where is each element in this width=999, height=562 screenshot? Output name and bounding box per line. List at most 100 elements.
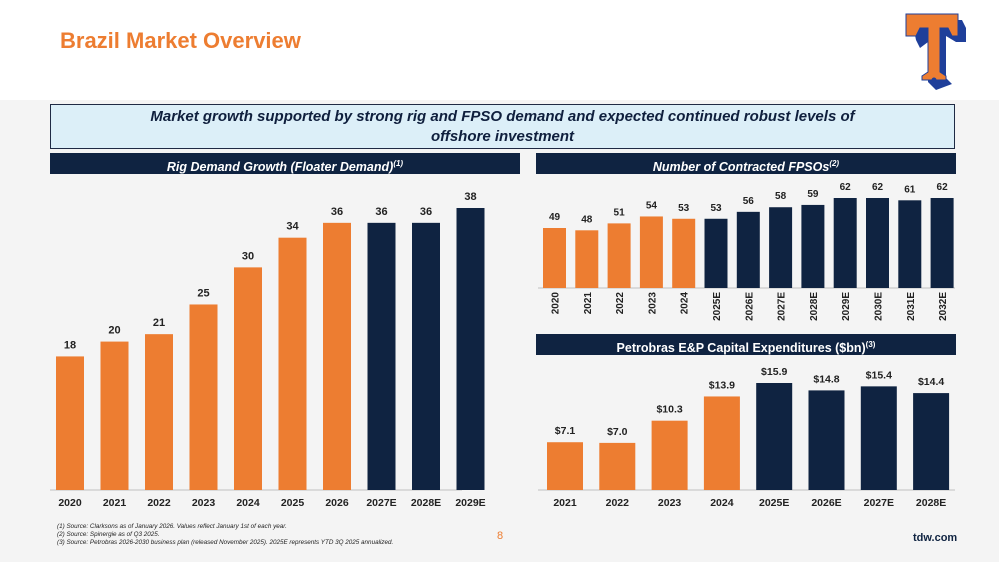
bar [672, 218, 696, 288]
data-label: 38 [464, 191, 476, 203]
data-label: 56 [743, 196, 755, 207]
key-message-banner: Market growth supported by strong rig an… [50, 104, 955, 149]
data-label: $10.3 [656, 404, 682, 416]
footnotes: (1) Source: Clarksons as of January 2026… [57, 523, 393, 547]
data-label: $13.9 [709, 379, 735, 391]
data-label: 20 [108, 325, 120, 337]
x-tick-label: 2023 [647, 292, 658, 315]
bar [145, 334, 173, 490]
bar [599, 442, 636, 490]
bar [801, 204, 825, 288]
x-tick-label: 2027E [777, 292, 788, 321]
bar [930, 198, 954, 288]
bar [651, 420, 688, 490]
x-tick-label: 2022 [606, 497, 630, 509]
bar [898, 200, 922, 288]
x-tick-label: 2023 [192, 497, 216, 509]
footnote-ref: (1) [393, 159, 404, 168]
banner-line-1: Market growth supported by strong rig an… [150, 108, 855, 125]
x-tick-label: 2023 [658, 497, 682, 509]
fpso-header: Number of Contracted FPSOs(2) [536, 153, 956, 174]
data-label: 62 [937, 182, 949, 193]
bar [367, 222, 396, 490]
fpso-title: Number of Contracted FPSOs [652, 160, 830, 175]
bar [639, 216, 663, 288]
data-label: $14.4 [918, 376, 944, 388]
bar [769, 207, 793, 288]
bar [833, 198, 857, 288]
bar [456, 208, 485, 490]
data-label: 61 [904, 184, 916, 195]
x-tick-label: 2032E [938, 292, 949, 321]
data-label: 30 [242, 250, 254, 262]
rig-demand-header: Rig Demand Growth (Floater Demand)(1) [50, 153, 520, 174]
bar [913, 393, 950, 490]
data-label: $15.4 [866, 369, 892, 381]
bar [575, 230, 599, 288]
data-label: 62 [872, 182, 884, 193]
data-label: 53 [678, 203, 690, 214]
bar [278, 237, 307, 490]
bar [607, 223, 631, 288]
x-tick-label: 2024 [680, 292, 691, 315]
capex-header: Petrobras E&P Capital Expenditures ($bn)… [536, 334, 956, 355]
data-label: $7.1 [555, 425, 576, 437]
x-tick-label: 2027E [864, 497, 894, 509]
data-label: 49 [549, 212, 561, 223]
x-tick-label: 2030E [874, 292, 885, 321]
bar [543, 228, 566, 288]
data-label: 51 [614, 207, 626, 218]
bar [100, 341, 129, 490]
data-label: $15.9 [761, 366, 787, 378]
data-label: 21 [153, 317, 165, 329]
data-label: 18 [64, 339, 76, 351]
bar [808, 390, 845, 490]
x-tick-label: 2022 [147, 497, 171, 509]
x-tick-label: 2028E [916, 497, 946, 509]
bar [234, 267, 262, 490]
x-tick-label: 2021 [103, 497, 127, 509]
x-tick-label: 2028E [411, 497, 441, 509]
bar [703, 396, 740, 490]
data-label: 59 [807, 189, 819, 200]
data-label: 58 [775, 191, 787, 202]
data-label: 54 [646, 200, 658, 211]
bar [547, 442, 583, 490]
x-tick-label: 2025 [281, 497, 305, 509]
footnote-3: (3) Source: Petrobras 2026-2030 business… [57, 539, 394, 546]
x-tick-label: 2026E [744, 292, 755, 321]
x-tick-label: 2029E [841, 292, 852, 321]
data-label: 25 [197, 287, 209, 299]
x-tick-label: 2022 [615, 292, 626, 315]
bar [736, 211, 760, 288]
x-tick-label: 2025E [712, 292, 723, 321]
bar [56, 356, 84, 490]
data-label: $14.8 [813, 373, 839, 385]
bar [866, 198, 889, 288]
x-tick-label: 2024 [236, 497, 260, 509]
data-label: 62 [840, 182, 852, 193]
footnote-2: (2) Source: Spinergie as of Q3 2025. [57, 531, 160, 538]
x-tick-label: 2021 [553, 497, 577, 509]
bar [189, 304, 218, 490]
capex-title: Petrobras E&P Capital Expenditures ($bn) [616, 341, 866, 356]
x-tick-label: 2028E [809, 292, 820, 321]
banner-line-2: offshore investment [430, 128, 575, 145]
company-logo-icon [905, 13, 966, 90]
bar [860, 386, 897, 490]
x-tick-label: 2026 [325, 497, 349, 509]
bar [412, 222, 440, 490]
data-label: 36 [375, 206, 387, 218]
x-tick-label: 2026E [811, 497, 841, 509]
x-tick-label: 2025E [759, 497, 789, 509]
data-label: 36 [420, 206, 432, 218]
data-label: $7.0 [607, 426, 628, 438]
footnote-1: (1) Source: Clarksons as of January 2026… [57, 523, 287, 530]
x-tick-label: 2027E [366, 497, 396, 509]
website-link[interactable]: tdw.com [913, 532, 958, 544]
x-tick-label: 2031E [906, 292, 917, 321]
data-label: 53 [710, 203, 722, 214]
x-tick-label: 2024 [710, 497, 734, 509]
x-tick-label: 2021 [583, 292, 594, 315]
